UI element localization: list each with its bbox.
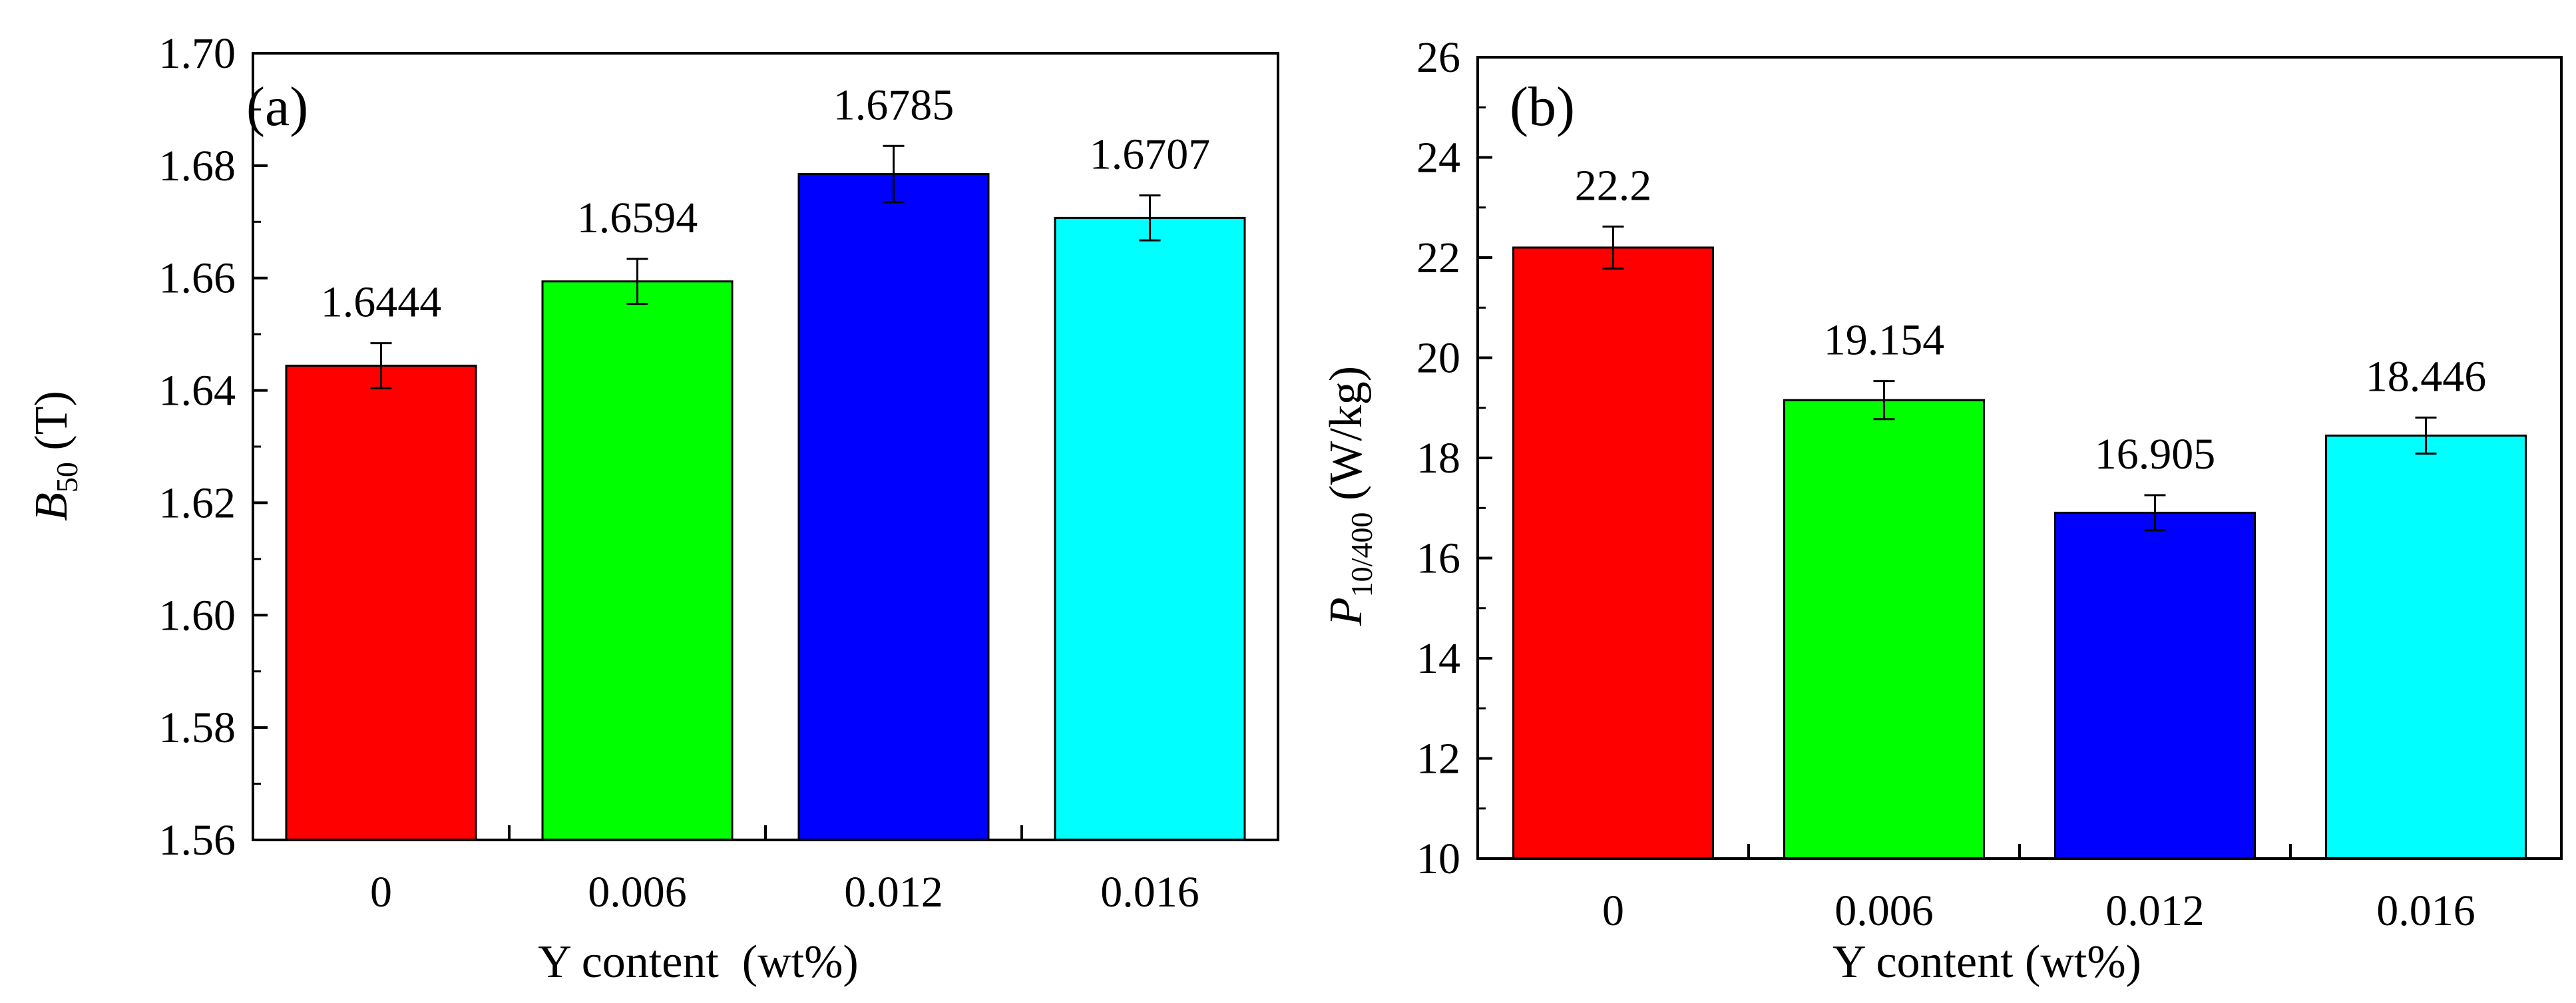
y-tick-label-a-0: 1.56 [159,816,236,865]
bar-a-2 [797,173,990,841]
y-axis-title-unit-b: (W/kg) [1321,366,1372,512]
y-tick-label-a-4: 1.64 [159,367,236,415]
y-tick-label-a-1: 1.58 [159,703,236,752]
value-label-b-1: 19.154 [1824,316,1945,365]
errorbar-b-2 [2144,494,2166,532]
y-tick-label-b-8: 26 [1416,33,1460,82]
x-tick-label-a-3: 0.016 [1100,868,1199,916]
x-axis-title-a: Y content (wt%) [538,936,858,988]
value-label-b-0: 22.2 [1575,161,1652,210]
y-axis-title-main-a: B [26,493,77,521]
bar-b-0 [1512,246,1714,860]
y-axis-title-unit-a: (T) [26,391,77,462]
value-label-a-2: 1.6785 [833,81,955,129]
value-label-b-2: 16.905 [2095,430,2216,479]
y-tick-label-a-3: 1.62 [159,479,236,527]
errorbar-b-0 [1602,225,1624,270]
y-axis-title-sub-b: 10/400 [1345,512,1379,598]
bar-b-2 [2054,511,2256,860]
x-tick-label-a-1: 0.006 [588,868,687,916]
panel-label-a: (a) [246,76,308,138]
bar-b-3 [2325,434,2527,860]
bar-b-1 [1783,399,1985,860]
y-axis-title-b: P10/400 (W/kg) [1321,366,1379,626]
y-tick-label-b-5: 20 [1416,334,1460,383]
errorbar-b-1 [1873,380,1895,421]
value-label-a-3: 1.6707 [1090,130,1211,179]
bar-a-3 [1054,216,1246,841]
y-tick-label-b-2: 14 [1416,634,1460,683]
value-label-b-3: 18.446 [2366,352,2487,401]
errorbar-b-3 [2415,416,2437,455]
y-tick-label-b-3: 16 [1416,534,1460,583]
y-ticks-b [1478,56,1492,860]
y-tick-labels-b: 10 12 14 16 18 20 22 24 26 [1416,33,1460,883]
x-tick-labels-b: 0 0.006 0.012 0.016 [1602,887,2475,935]
value-labels-b: 22.2 19.154 16.905 18.446 [1575,161,2487,479]
y-ticks-a [253,52,268,841]
x-ticks-a [508,825,1023,840]
x-tick-label-b-0: 0 [1602,887,1624,935]
errorbar-a-2 [883,144,905,204]
x-tick-labels-a: 0 0.006 0.012 0.016 [370,868,1199,916]
x-ticks-b [1747,844,2292,859]
chart-panel-b: 10 12 14 16 18 20 22 24 26 0 0.006 0.012 0.016 22.2… [1321,33,2563,988]
errorbar-a-1 [626,258,648,305]
y-axis-title-sub-a: 50 [50,462,84,493]
x-tick-label-b-3: 0.016 [2376,887,2475,935]
panel-label-b: (b) [1510,76,1575,138]
y-axis-title-main-b: P [1321,597,1372,626]
x-tick-label-b-1: 0.006 [1834,887,1934,935]
chart-panel-a: 1.561.581.601.621.641.661.681.70 0 0.006 0… [26,29,1279,988]
y-tick-label-a-6: 1.68 [159,142,236,190]
value-labels-a: 1.6444 1.6594 1.6785 1.6707 [321,81,1211,326]
y-tick-label-a-2: 1.60 [159,591,236,640]
errorbars-group-a [370,144,1161,389]
y-tick-labels-a: 1.56 1.58 1.60 1.62 1.64 1.66 1.68 1.70 [159,29,236,865]
bar-a-0 [285,364,477,841]
errorbar-a-3 [1139,194,1161,242]
value-label-a-1: 1.6594 [577,194,698,242]
errorbar-a-0 [370,342,392,389]
y-tick-label-b-1: 12 [1416,735,1460,783]
y-tick-label-a-7: 1.70 [159,29,236,78]
y-tick-label-b-6: 22 [1416,234,1460,282]
y-axis-title-a: B50 (T) [26,391,84,521]
bars-group-a [285,173,1246,841]
x-tick-label-a-0: 0 [370,868,392,916]
errorbars-group-b [1602,225,2437,532]
x-tick-label-a-2: 0.012 [844,868,943,916]
x-axis-title-b: Y content (wt%) [1832,936,2141,988]
x-tick-label-b-2: 0.012 [2105,887,2205,935]
bars-group-b [1512,246,2527,860]
y-tick-label-a-5: 1.66 [159,254,236,303]
y-tick-label-b-0: 10 [1416,835,1460,883]
bar-a-1 [541,280,734,841]
value-label-a-0: 1.6444 [321,278,442,327]
y-tick-label-b-4: 18 [1416,434,1460,483]
y-tick-label-b-7: 24 [1416,134,1460,182]
